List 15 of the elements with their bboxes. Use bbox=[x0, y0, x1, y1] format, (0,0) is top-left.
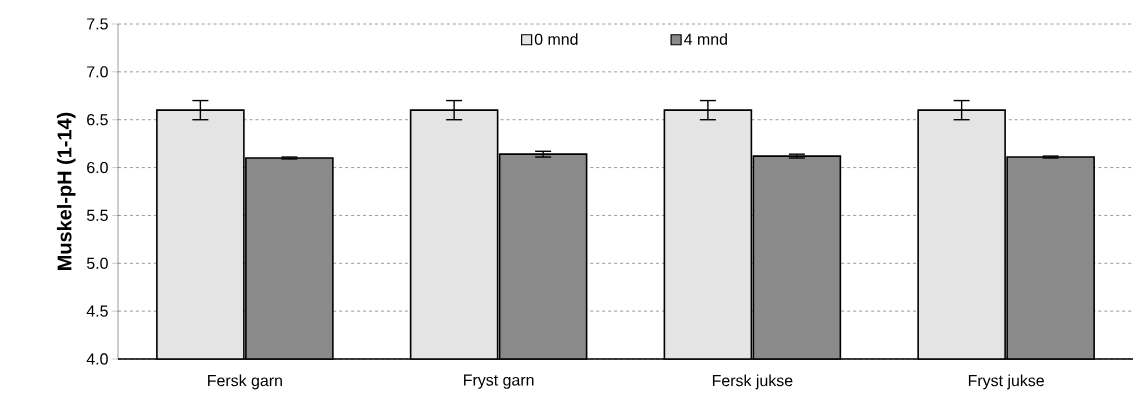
y-tick-label: 4.0 bbox=[86, 353, 108, 365]
y-tick-label: 5.0 bbox=[86, 257, 108, 269]
y-tick-label: 6.5 bbox=[87, 114, 108, 126]
y-tick-label: 4.5 bbox=[86, 305, 108, 317]
y-tick-label: 5.5 bbox=[86, 209, 108, 221]
x-tick-label: Fryst garn bbox=[464, 374, 534, 389]
x-tick-label: Fersk garn bbox=[208, 374, 282, 390]
x-tick-label: Fersk jukse bbox=[712, 374, 793, 390]
y-axis-title: Muskel-pH (1-14) bbox=[56, 112, 76, 270]
x-tick-label: Fryst jukse bbox=[968, 374, 1044, 390]
y-tick-label: 7.0 bbox=[87, 66, 108, 78]
legend-label: 4 mnd bbox=[684, 33, 727, 45]
legend-label: 0 mnd bbox=[534, 33, 578, 45]
y-tick-label: 6.0 bbox=[87, 161, 108, 174]
y-tick-label: 7.5 bbox=[87, 18, 108, 30]
